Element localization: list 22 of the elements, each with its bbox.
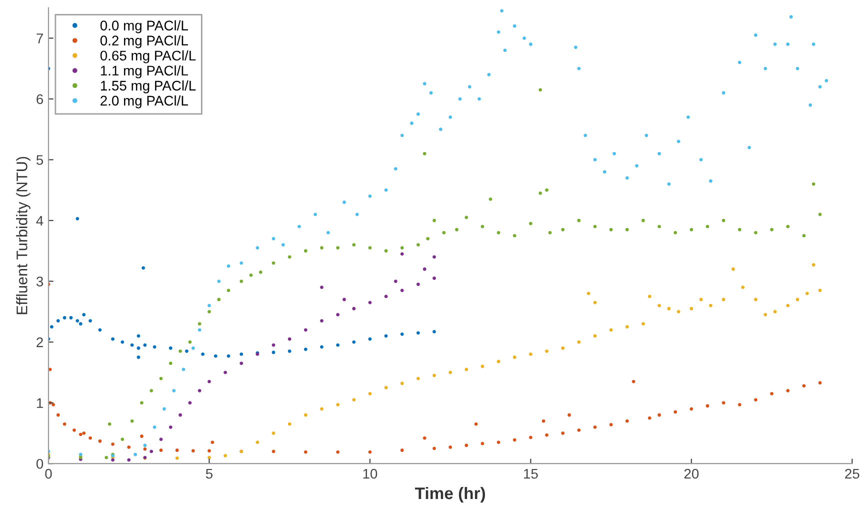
y-tick-label: 3: [36, 276, 44, 286]
y-tick-label: 1: [36, 398, 43, 408]
y-axis-title: Effluent Turbidity (NTU): [16, 156, 30, 314]
x-tick-label: 5: [206, 468, 213, 479]
legend-label: 2.0 mg PACl/L: [100, 95, 188, 108]
x-axis-title: Time (hr): [415, 486, 485, 503]
y-tick-label: 5: [36, 155, 44, 165]
legend-label: 0.65 mg PACl/L: [100, 50, 196, 64]
legend-label: 1.55 mg PACl/L: [100, 80, 196, 94]
x-tick-label: 25: [845, 468, 860, 479]
y-tick-label: 0: [36, 458, 44, 469]
x-tick-label: 10: [363, 468, 378, 479]
y-tick-label: 2: [36, 337, 43, 348]
x-tick-label: 20: [684, 468, 699, 479]
legend-label: 0.0 mg PACl/L: [100, 20, 188, 34]
x-tick-label: 15: [524, 468, 538, 479]
y-tick-label: 7: [36, 34, 43, 44]
y-tick-label: 4: [36, 216, 44, 226]
legend-label: 1.1 mg PACl/L: [100, 65, 188, 78]
y-tick-label: 6: [36, 94, 44, 104]
x-tick-label: 0: [45, 468, 52, 479]
legend-label: 0.2 mg PACl/L: [100, 35, 188, 48]
